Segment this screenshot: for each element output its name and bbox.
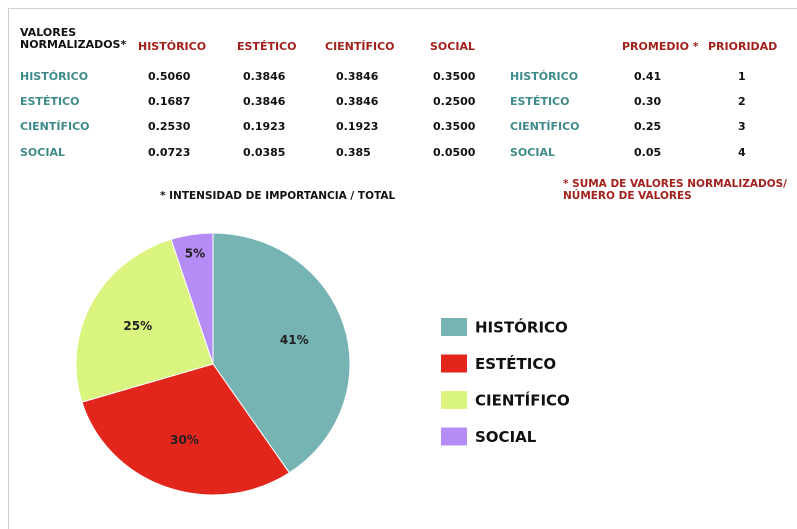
slice-label: 5%	[185, 246, 205, 260]
row-label: SOCIAL	[20, 146, 65, 159]
summary-header: PRIORIDAD	[708, 40, 778, 53]
cell: 0.2530	[148, 120, 191, 133]
slice-label: 25%	[123, 319, 152, 333]
pie-slice	[212, 232, 351, 474]
row-label: SOCIAL	[510, 146, 555, 159]
page: 41% 30% 25% 5% HISTÓRICO ESTÉTICO CIENTÍFICO SO…	[8, 8, 797, 529]
table-header: VALORES NORMALIZADOS*	[20, 26, 127, 51]
legend-label: SOCIAL	[475, 428, 537, 446]
pie-chart: 41% 30% 25% 5% HISTÓRICO ESTÉTICO CIENTÍFICO SO…	[75, 232, 570, 496]
legend-swatch	[441, 354, 467, 373]
cell: 0.0500	[433, 146, 476, 159]
row-label: ESTÉTICO	[510, 95, 570, 108]
cell: 0.1923	[336, 120, 379, 133]
legend-swatch	[441, 391, 467, 409]
table-header: CIENTÍFICO	[325, 40, 395, 53]
cell: 0.3846	[336, 70, 379, 83]
slice-label: 41%	[280, 333, 309, 347]
cell: 0.25	[634, 120, 662, 133]
cell: 0.3846	[243, 70, 286, 83]
cell: 0.30	[634, 95, 662, 108]
cell: 0.1923	[243, 120, 286, 133]
cell: 0.41	[634, 70, 662, 83]
pie-slice	[81, 363, 291, 496]
legend-swatch	[441, 318, 467, 336]
cell: 0.0723	[148, 146, 191, 159]
pie-slice	[75, 238, 214, 403]
legend-label: CIENTÍFICO	[475, 391, 570, 410]
cell: 0.1687	[148, 95, 191, 108]
row-label: CIENTÍFICO	[20, 120, 90, 133]
cell: 0.05	[634, 146, 662, 159]
cell: 0.2500	[433, 95, 476, 108]
legend-swatch	[441, 427, 467, 446]
cell: 0.3846	[336, 95, 379, 108]
cell: 0.3846	[243, 95, 286, 108]
cell: 0.3500	[433, 120, 476, 133]
frame	[8, 8, 797, 529]
cell: 4	[738, 146, 746, 159]
cell: 0.3500	[433, 70, 476, 83]
note: * SUMA DE VALORES NORMALIZADOS/ NÚMERO D…	[563, 178, 788, 202]
row-label: HISTÓRICO	[20, 70, 89, 83]
row-label: CIENTÍFICO	[510, 120, 580, 133]
row-label: HISTÓRICO	[510, 70, 579, 83]
cell: 0.385	[336, 146, 371, 159]
slice-label: 30%	[170, 433, 199, 447]
cell: 0.5060	[148, 70, 191, 83]
cell: 0.0385	[243, 146, 286, 159]
table-header: ESTÉTICO	[237, 40, 297, 53]
pie-slice	[170, 232, 214, 365]
table-header: HISTÓRICO	[138, 40, 207, 53]
legend-label: HISTÓRICO	[475, 318, 568, 337]
legend-label: ESTÉTICO	[475, 354, 556, 373]
cell: 2	[738, 95, 746, 108]
row-label: ESTÉTICO	[20, 95, 80, 108]
note: * INTENSIDAD DE IMPORTANCIA / TOTAL	[160, 190, 396, 202]
cell: 3	[738, 120, 746, 133]
summary-header: PROMEDIO *	[622, 40, 699, 53]
table-header: SOCIAL	[430, 40, 475, 53]
cell: 1	[738, 70, 746, 83]
